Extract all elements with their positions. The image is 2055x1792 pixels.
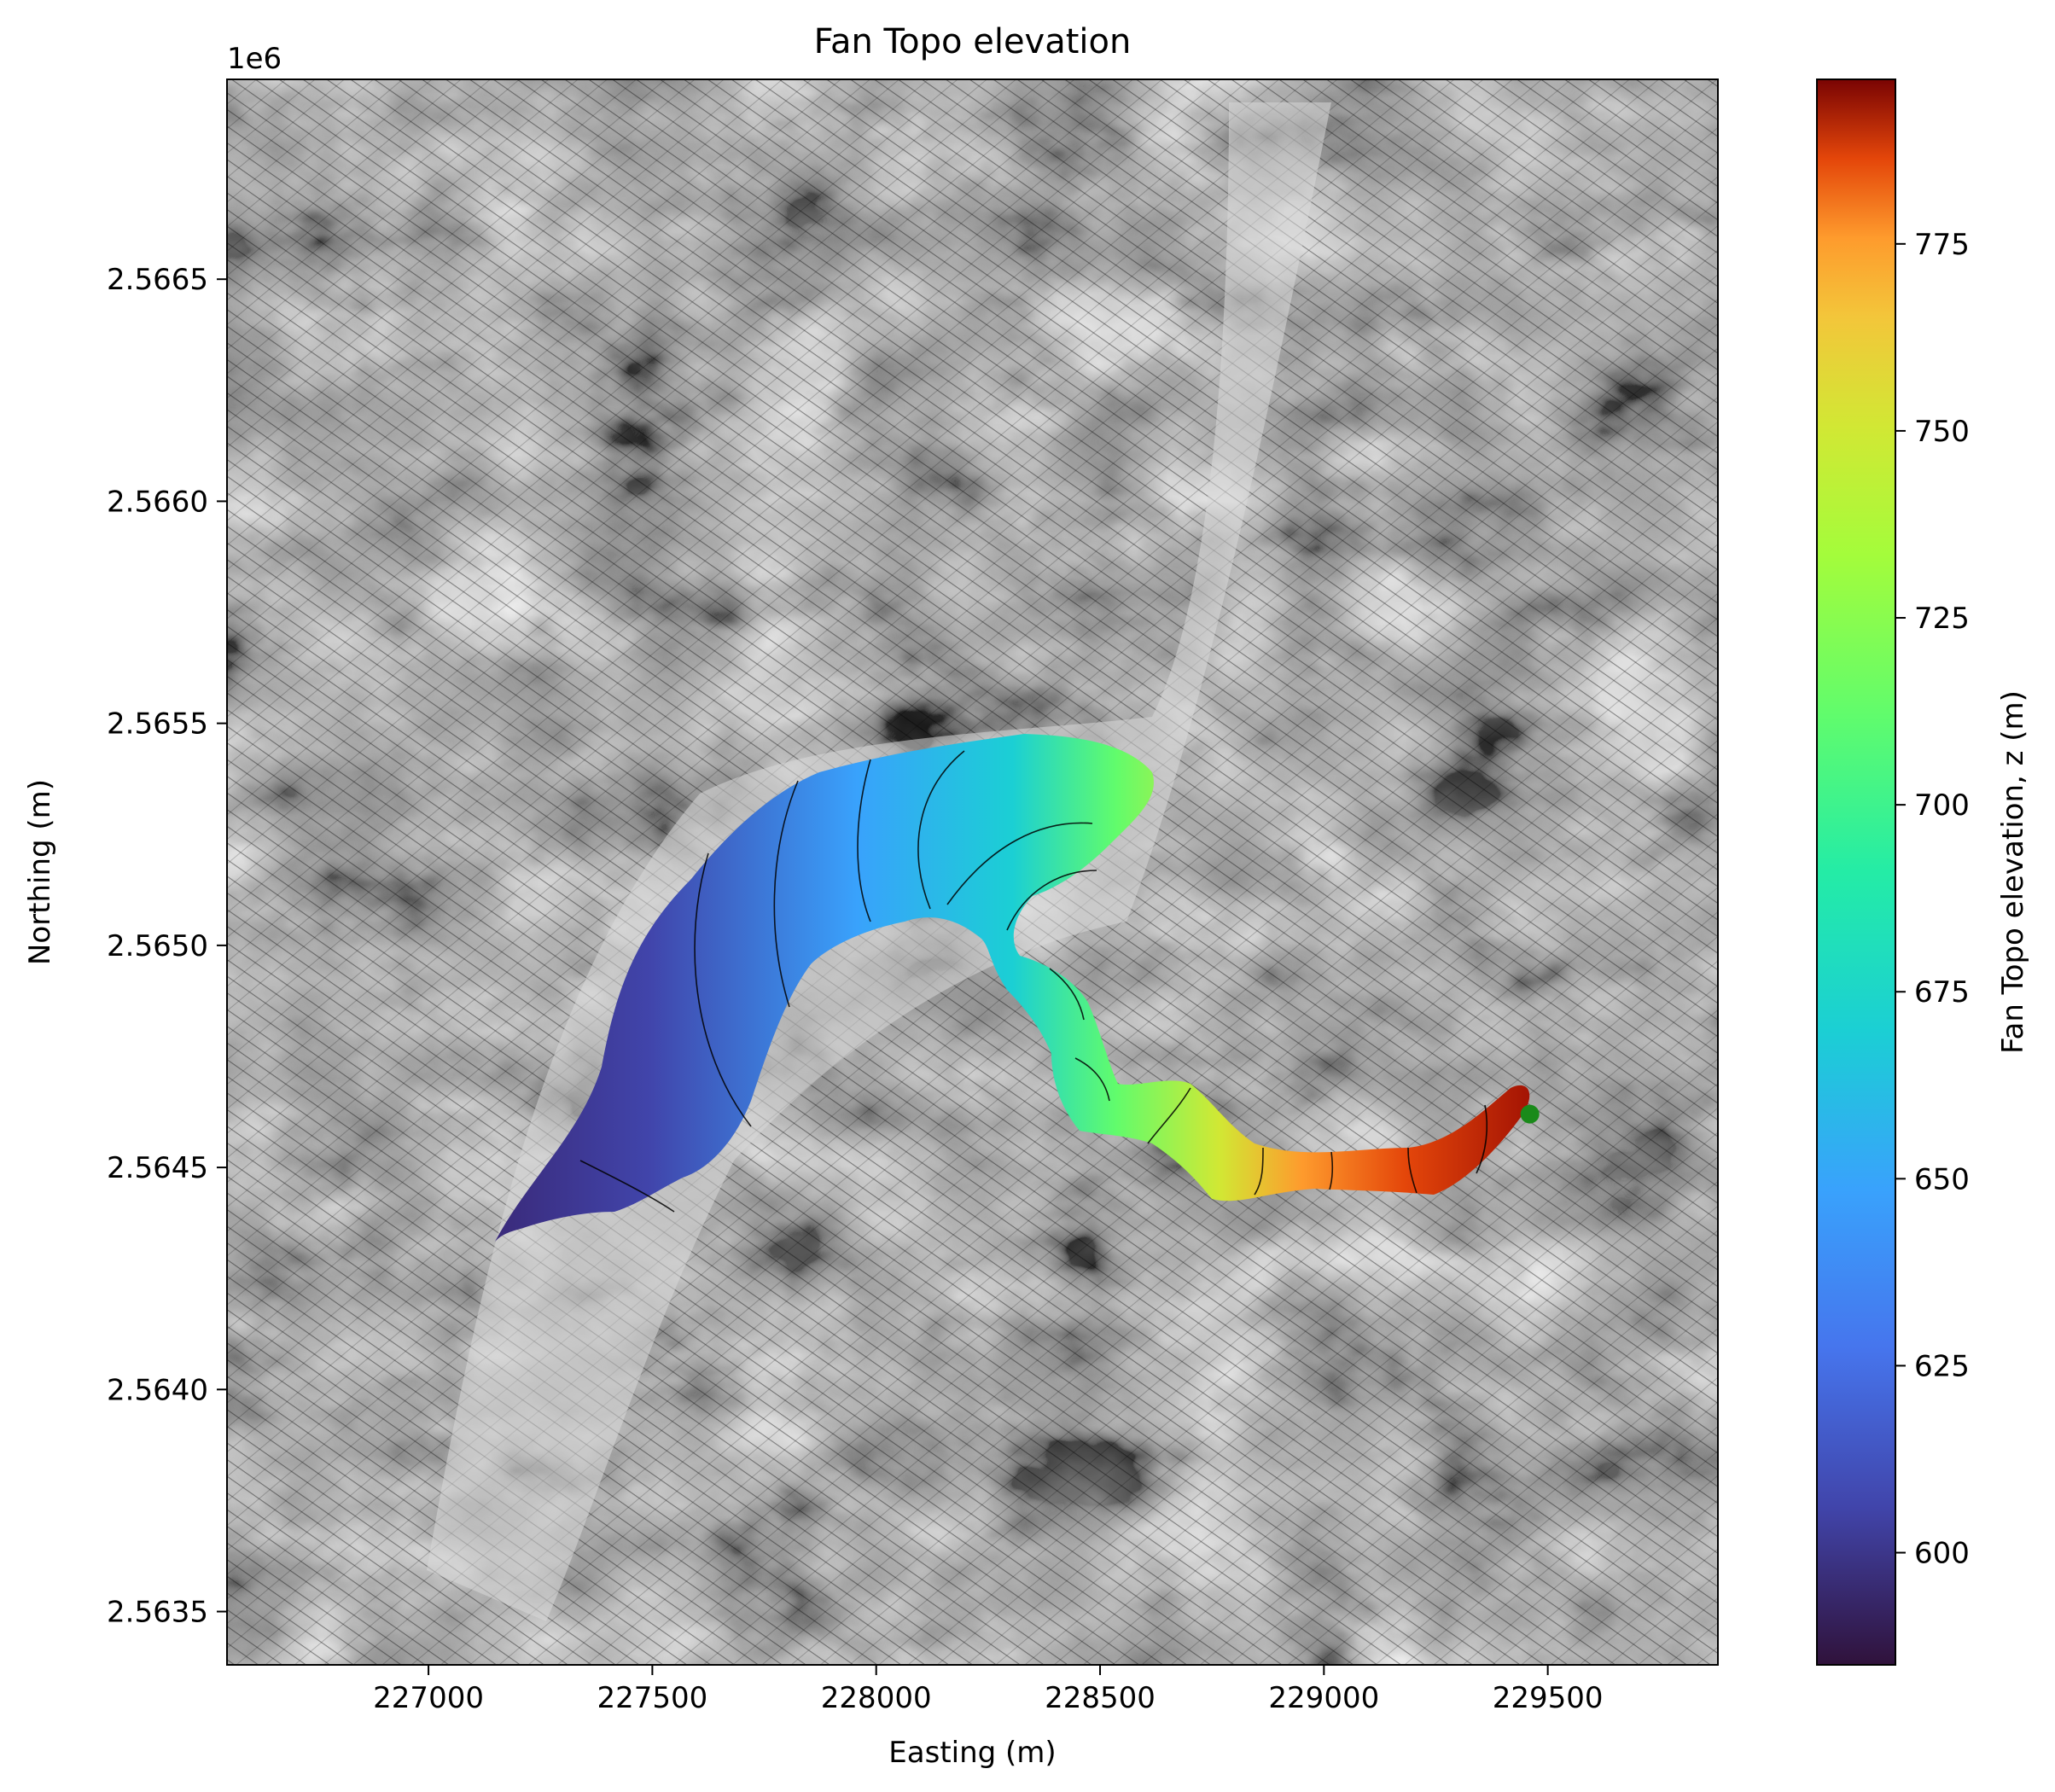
- axes-frame: [226, 79, 1719, 1666]
- colorbar-tick-label: 675: [1914, 975, 1970, 1009]
- y-tick-label: 2.5640: [107, 1373, 208, 1407]
- x-tick-label: 227000: [373, 1681, 484, 1715]
- x-tick-label: 228500: [1045, 1681, 1156, 1715]
- x-tick-label: 229000: [1268, 1681, 1379, 1715]
- y-tick-label: 2.5635: [107, 1596, 208, 1630]
- chart-title: Fan Topo elevation: [814, 22, 1132, 61]
- colorbar-tick-label: 600: [1914, 1537, 1970, 1571]
- colorbar-tick-label: 650: [1914, 1162, 1970, 1196]
- colorbar-tick-label: 700: [1914, 788, 1970, 823]
- colorbar-tick-label: 750: [1914, 415, 1970, 449]
- y-axis: 2.5635 2.5640 2.5645 2.5650 2.5655 2.5660 2.56…: [107, 263, 227, 1630]
- colorbar-tick-label: 625: [1914, 1349, 1970, 1383]
- colorbar-label: Fan Topo elevation, z (m): [1996, 690, 2030, 1054]
- x-tick-label: 227500: [597, 1681, 707, 1715]
- y-tick-label: 2.5660: [107, 485, 208, 519]
- y-tick-label: 2.5665: [107, 263, 208, 297]
- colorbar-gradient: [1816, 79, 1896, 1666]
- colorbar-tick-label: 725: [1914, 602, 1970, 636]
- colorbar-ticks: 600 625 650 675 700 725 750 775: [1895, 228, 1970, 1571]
- y-axis-label: Northing (m): [23, 779, 57, 965]
- plot-area: [227, 79, 1718, 1665]
- x-tick-label: 228000: [821, 1681, 932, 1715]
- x-axis: 227000 227500 228000 228500 229000 229500: [373, 1665, 1604, 1715]
- apex-marker: [1520, 1104, 1540, 1124]
- x-axis-label: Easting (m): [888, 1736, 1056, 1770]
- x-tick-label: 229500: [1493, 1681, 1604, 1715]
- colorbar-tick-label: 775: [1914, 228, 1970, 262]
- fan-contours: [579, 750, 1488, 1213]
- colorbar: 600 625 650 675 700 725 750 775 Fan Topo elevat…: [1816, 79, 2030, 1666]
- y-offset-label: 1e6: [227, 42, 282, 76]
- y-tick-label: 2.5645: [107, 1151, 208, 1185]
- y-tick-label: 2.5655: [107, 707, 208, 742]
- fan-deposit: [495, 734, 1530, 1242]
- y-tick-label: 2.5650: [107, 929, 208, 963]
